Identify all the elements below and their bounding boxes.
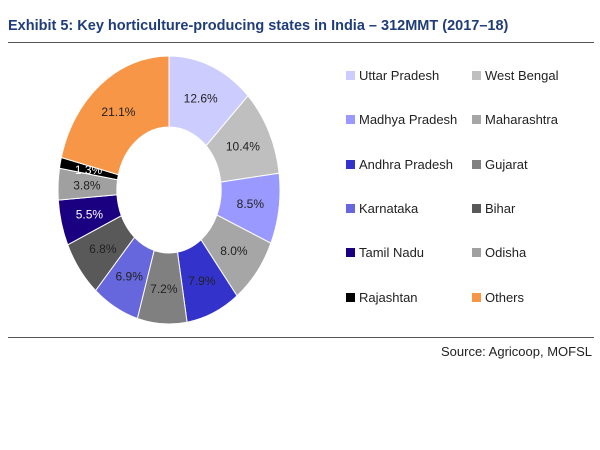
legend-item: Madhya Pradesh	[346, 112, 457, 127]
chart-title: Exhibit 5: Key horticulture-producing st…	[8, 18, 509, 34]
data-label: 5.5%	[76, 207, 104, 221]
legend-item: Bihar	[472, 201, 515, 216]
legend-label: Andhra Pradesh	[359, 156, 453, 172]
data-label: 10.4%	[226, 140, 260, 154]
legend-label: Odisha	[485, 245, 527, 261]
legend-item: Others	[472, 290, 524, 305]
source-note: Source: Agricoop, MOFSL	[440, 344, 592, 359]
legend-swatch	[346, 248, 355, 258]
slice-others	[60, 55, 170, 176]
legend-item: Maharashtra	[472, 112, 558, 127]
legend-label: Bihar	[485, 200, 516, 216]
data-label: 12.6%	[184, 92, 218, 106]
data-label: 8.5%	[237, 197, 265, 211]
legend-label: West Bengal	[485, 68, 559, 83]
bottom-divider	[8, 337, 594, 338]
legend-item: Odisha	[472, 245, 526, 260]
legend-swatch	[346, 115, 355, 125]
legend-label: Maharashtra	[485, 112, 558, 128]
legend-label: Uttar Pradesh	[359, 68, 440, 83]
legend-swatch	[472, 115, 481, 125]
legend-label: Gujarat	[485, 156, 528, 172]
legend-item: Andhra Pradesh	[346, 157, 453, 172]
legend-label: Rajashtan	[359, 289, 418, 305]
data-label: 6.9%	[116, 270, 144, 284]
legend-label: Others	[485, 289, 525, 305]
legend-swatch	[472, 203, 481, 213]
top-divider	[8, 42, 594, 43]
legend-swatch	[472, 248, 481, 258]
legend-swatch	[346, 203, 355, 213]
data-label: 6.8%	[89, 242, 117, 256]
legend-item: Rajashtan	[346, 290, 418, 305]
legend-label: Karnataka	[359, 200, 419, 216]
legend-swatch	[472, 292, 481, 302]
data-label: 8.0%	[220, 244, 248, 258]
legend-item: West Bengal	[472, 68, 558, 83]
legend-swatch	[472, 71, 481, 80]
legend-label: Tamil Nadu	[359, 245, 425, 261]
data-label: 21.1%	[101, 105, 135, 119]
legend-swatch	[472, 159, 481, 169]
legend-item: Gujarat	[472, 157, 528, 172]
data-label: 7.2%	[150, 282, 178, 296]
legend-label: Madhya Pradesh	[359, 112, 458, 128]
legend-item: Karnataka	[346, 201, 418, 216]
legend-swatch	[346, 159, 355, 169]
legend-swatch	[346, 292, 355, 302]
legend-swatch	[346, 71, 355, 80]
data-label: 3.8%	[73, 179, 101, 193]
legend-item: Tamil Nadu	[346, 245, 424, 260]
legend-item: Uttar Pradesh	[346, 68, 439, 83]
data-label: 7.9%	[188, 274, 216, 288]
